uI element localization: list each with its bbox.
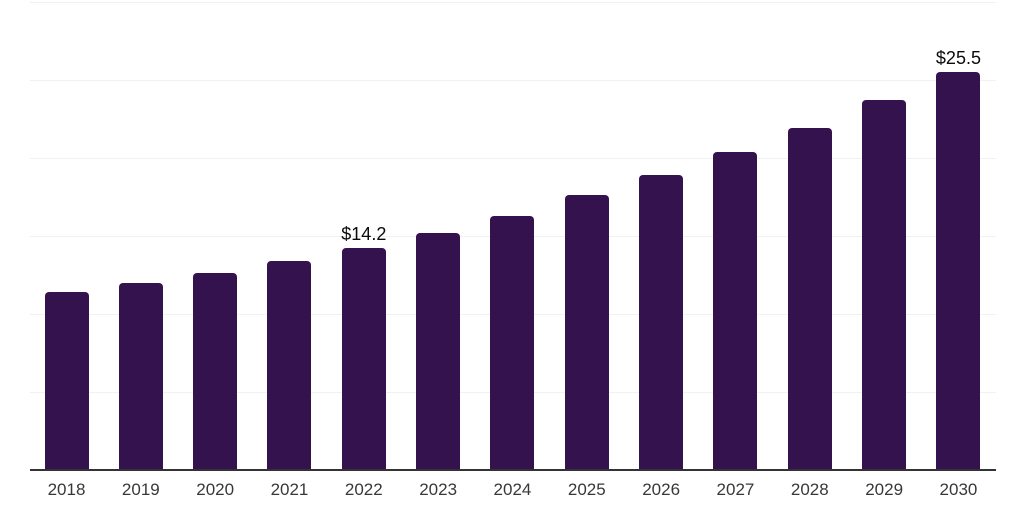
bar-2018: [44, 292, 89, 470]
bar-2022: [341, 248, 386, 470]
bar-2028: [787, 128, 832, 470]
data-label-2030: $25.5: [935, 48, 981, 69]
gridline: [30, 80, 996, 81]
bar-2019: [118, 282, 163, 470]
x-tick-2029: 2029: [865, 480, 904, 499]
bar-2020: [193, 273, 238, 470]
x-tick-2024: 2024: [493, 480, 532, 499]
bar-2029: [862, 100, 907, 470]
x-tick-2021: 2021: [270, 480, 309, 499]
x-tick-2028: 2028: [790, 480, 829, 499]
gridline: [30, 158, 996, 159]
x-axis-line: [30, 469, 996, 471]
x-tick-2020: 2020: [196, 480, 235, 499]
bar-2023: [416, 232, 461, 470]
bar-2025: [564, 195, 609, 470]
x-tick-2018: 2018: [47, 480, 86, 499]
x-tick-2027: 2027: [716, 480, 755, 499]
bar-2027: [713, 151, 758, 470]
x-tick-2023: 2023: [419, 480, 458, 499]
bar-2026: [639, 175, 684, 470]
data-label-2022: $14.2: [341, 224, 387, 245]
bar-2024: [490, 215, 535, 470]
bar-2030: [936, 72, 981, 470]
gridline: [30, 2, 996, 3]
x-tick-2030: 2030: [939, 480, 978, 499]
x-tick-2026: 2026: [642, 480, 681, 499]
x-tick-2022: 2022: [344, 480, 383, 499]
x-tick-2019: 2019: [121, 480, 160, 499]
x-tick-2025: 2025: [567, 480, 606, 499]
bar-2021: [267, 260, 312, 470]
